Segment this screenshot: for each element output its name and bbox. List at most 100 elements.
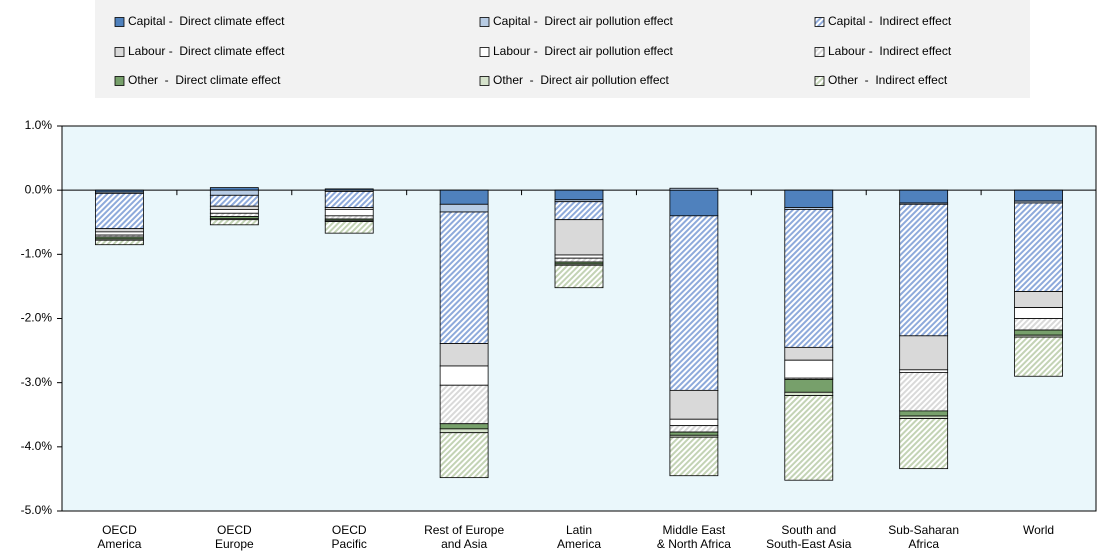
bar-segment [554,254,604,259]
bar-segment [324,215,374,220]
bar-segment [439,428,489,434]
bar-segment [439,211,489,344]
bar-segment [784,346,834,361]
legend-swatch [814,47,825,57]
bar-segment [439,189,489,205]
y-tick-label: -5.0% [21,503,53,517]
y-tick-label: -3.0% [21,375,53,389]
bar-segment [669,436,719,477]
bar-segment [95,239,144,246]
bar-segment [95,228,144,233]
y-tick-label: 1.0% [25,118,53,132]
x-tick-label: World [1023,523,1054,537]
legend-box [95,0,1030,98]
x-tick-label: Sub-Saharan [888,523,959,537]
bar-segment [899,189,949,204]
bar-segment [209,209,259,214]
bar-segment [899,410,949,417]
x-tick-label: OECD [102,523,137,537]
x-tick-label: OECD [217,523,252,537]
bar-segment [784,395,834,481]
x-tick-label: Latin [566,523,592,537]
bar-segment [324,209,374,217]
legend-swatch [479,47,490,57]
legend-label: Labour - Direct climate effect [128,44,285,58]
x-tick-label: America [557,537,601,551]
bar-segment [439,423,489,430]
bar-segment [209,205,259,210]
bar-segment [669,425,719,433]
x-tick-label: Middle East [663,523,726,537]
bar-segment [669,431,719,436]
bar-segment [1014,202,1063,292]
legend-swatch [479,17,490,27]
bar-segment [784,359,834,379]
x-tick-label: America [97,537,141,551]
bar-segment [554,201,604,221]
bar-segment [784,391,834,396]
legend-label: Labour - Indirect effect [828,44,952,58]
bar-segment [439,432,489,479]
legend-label: Other - Indirect effect [828,73,948,87]
bar-segment [669,215,719,391]
bar-segment [669,389,719,420]
x-tick-label: Pacific [332,537,367,551]
bar-segment [1014,307,1063,319]
bar-segment [899,203,949,337]
bar-segment [1014,336,1063,377]
bar-segment [1014,291,1063,308]
bar-segment [95,192,144,230]
legend-label: Capital - Direct climate effect [128,14,285,28]
bar-segment [209,212,259,217]
bar-segment [324,191,374,208]
bar-segment [784,189,834,208]
bar-segment [669,189,719,217]
bar-segment [439,384,489,425]
legend-label: Other - Direct air pollution effect [493,73,670,87]
x-tick-label: Rest of Europe [424,523,504,537]
legend-label: Capital - Indirect effect [828,14,952,28]
legend-swatch [814,17,825,27]
y-tick-label: -2.0% [21,311,53,325]
x-tick-label: South and [781,523,836,537]
bar-segment [899,418,949,470]
bar-segment [784,379,834,393]
bar-segment [784,209,834,348]
legend-label: Capital - Direct air pollution effect [493,14,674,28]
y-tick-label: -1.0% [21,247,53,261]
legend-swatch [114,47,125,57]
x-tick-label: Europe [215,537,254,551]
x-tick-label: and Asia [441,537,487,551]
legend-swatch [114,76,125,86]
bar-segment [209,219,259,226]
bar-segment [669,187,719,191]
x-tick-label: & North Africa [657,537,731,551]
legend-swatch [479,76,490,86]
y-tick-label: -4.0% [21,439,53,453]
bar-segment [209,194,259,207]
bar-segment [554,264,604,289]
bar-segment [209,189,259,196]
legend-label: Labour - Direct air pollution effect [493,44,674,58]
bar-segment [324,221,374,234]
bar-segment [439,343,489,367]
bar-segment [439,203,489,213]
x-tick-label: Africa [908,537,939,551]
bar-segment [554,219,604,256]
legend-label: Other - Direct climate effect [128,73,281,87]
bar-segment [1014,329,1063,336]
x-tick-label: OECD [332,523,367,537]
bar-segment [899,371,949,412]
legend-swatch [114,17,125,27]
bar-segment [1014,318,1063,331]
x-tick-label: South-East Asia [766,537,852,551]
bar-segment [439,365,489,386]
bar-segment [899,335,949,371]
bar-segment [669,418,719,427]
legend-swatch [814,76,825,86]
bar-segment [554,257,604,263]
bar-segment [1014,189,1063,202]
bar-segment [554,189,604,201]
bar-segment [95,231,144,236]
